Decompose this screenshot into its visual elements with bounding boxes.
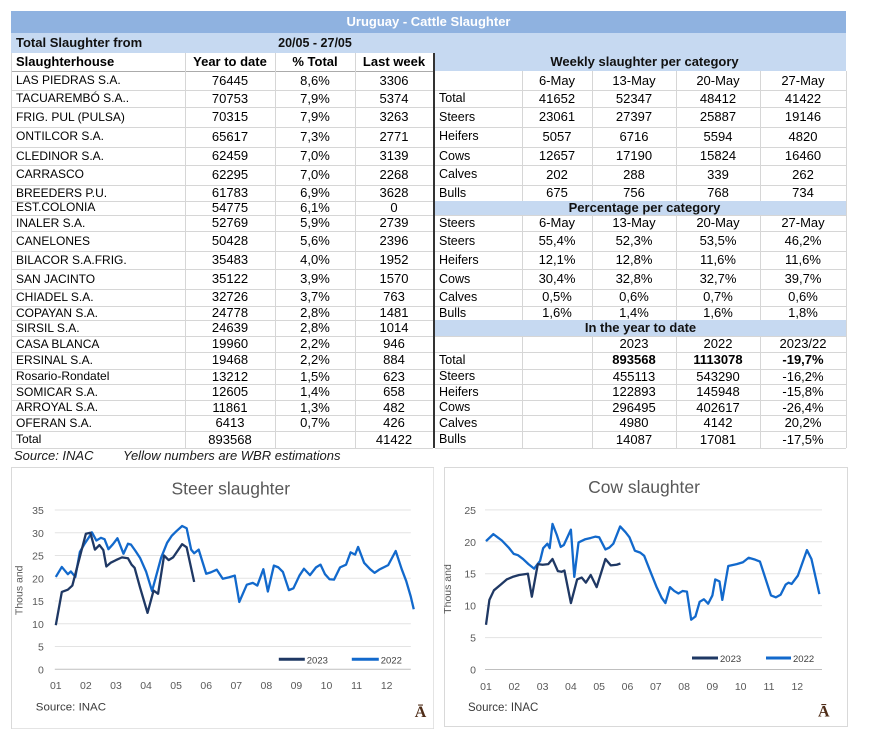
svg-text:03: 03 <box>110 680 122 691</box>
svg-text:5: 5 <box>470 633 476 645</box>
svg-text:02: 02 <box>80 680 92 691</box>
svg-text:12: 12 <box>381 680 393 691</box>
svg-text:08: 08 <box>678 681 690 693</box>
svg-text:10: 10 <box>735 681 747 693</box>
svg-text:Ā: Ā <box>818 703 830 721</box>
svg-text:04: 04 <box>565 681 577 693</box>
svg-text:10: 10 <box>32 619 44 630</box>
svg-text:06: 06 <box>622 681 634 693</box>
svg-text:09: 09 <box>707 681 719 693</box>
svg-text:07: 07 <box>231 680 243 691</box>
svg-text:07: 07 <box>650 681 662 693</box>
svg-text:04: 04 <box>140 680 152 691</box>
svg-text:09: 09 <box>291 680 303 691</box>
svg-text:11: 11 <box>351 680 362 691</box>
svg-text:2022: 2022 <box>381 655 402 666</box>
svg-text:2022: 2022 <box>793 654 814 665</box>
svg-text:Ā: Ā <box>415 702 427 720</box>
svg-text:Thous and: Thous and <box>14 565 25 615</box>
svg-text:12: 12 <box>791 681 803 693</box>
svg-text:Cow slaughter: Cow slaughter <box>588 477 700 497</box>
svg-text:20: 20 <box>464 537 476 549</box>
svg-text:08: 08 <box>261 680 273 691</box>
svg-text:2023: 2023 <box>720 654 741 665</box>
svg-text:25: 25 <box>464 505 476 517</box>
svg-text:01: 01 <box>480 681 492 693</box>
svg-text:Steer slaughter: Steer slaughter <box>172 478 291 498</box>
svg-text:25: 25 <box>32 551 44 562</box>
svg-text:01: 01 <box>50 680 62 691</box>
svg-text:05: 05 <box>170 680 182 691</box>
svg-text:05: 05 <box>593 681 605 693</box>
svg-text:06: 06 <box>201 680 213 691</box>
svg-text:2023: 2023 <box>307 655 328 666</box>
svg-text:0: 0 <box>470 665 476 677</box>
svg-text:15: 15 <box>32 597 44 608</box>
svg-text:20: 20 <box>32 574 44 585</box>
svg-text:30: 30 <box>32 528 44 539</box>
svg-text:02: 02 <box>508 681 520 693</box>
svg-text:10: 10 <box>321 680 333 691</box>
svg-text:03: 03 <box>537 681 549 693</box>
svg-text:11: 11 <box>764 681 775 693</box>
svg-text:Source: INAC: Source: INAC <box>468 702 538 714</box>
svg-text:Source: INAC: Source: INAC <box>36 701 106 713</box>
svg-text:10: 10 <box>464 601 476 613</box>
svg-text:Thous and: Thous and <box>444 564 454 614</box>
svg-text:0: 0 <box>38 665 44 676</box>
svg-text:15: 15 <box>464 569 476 581</box>
svg-text:35: 35 <box>32 506 44 517</box>
svg-text:5: 5 <box>38 642 44 653</box>
